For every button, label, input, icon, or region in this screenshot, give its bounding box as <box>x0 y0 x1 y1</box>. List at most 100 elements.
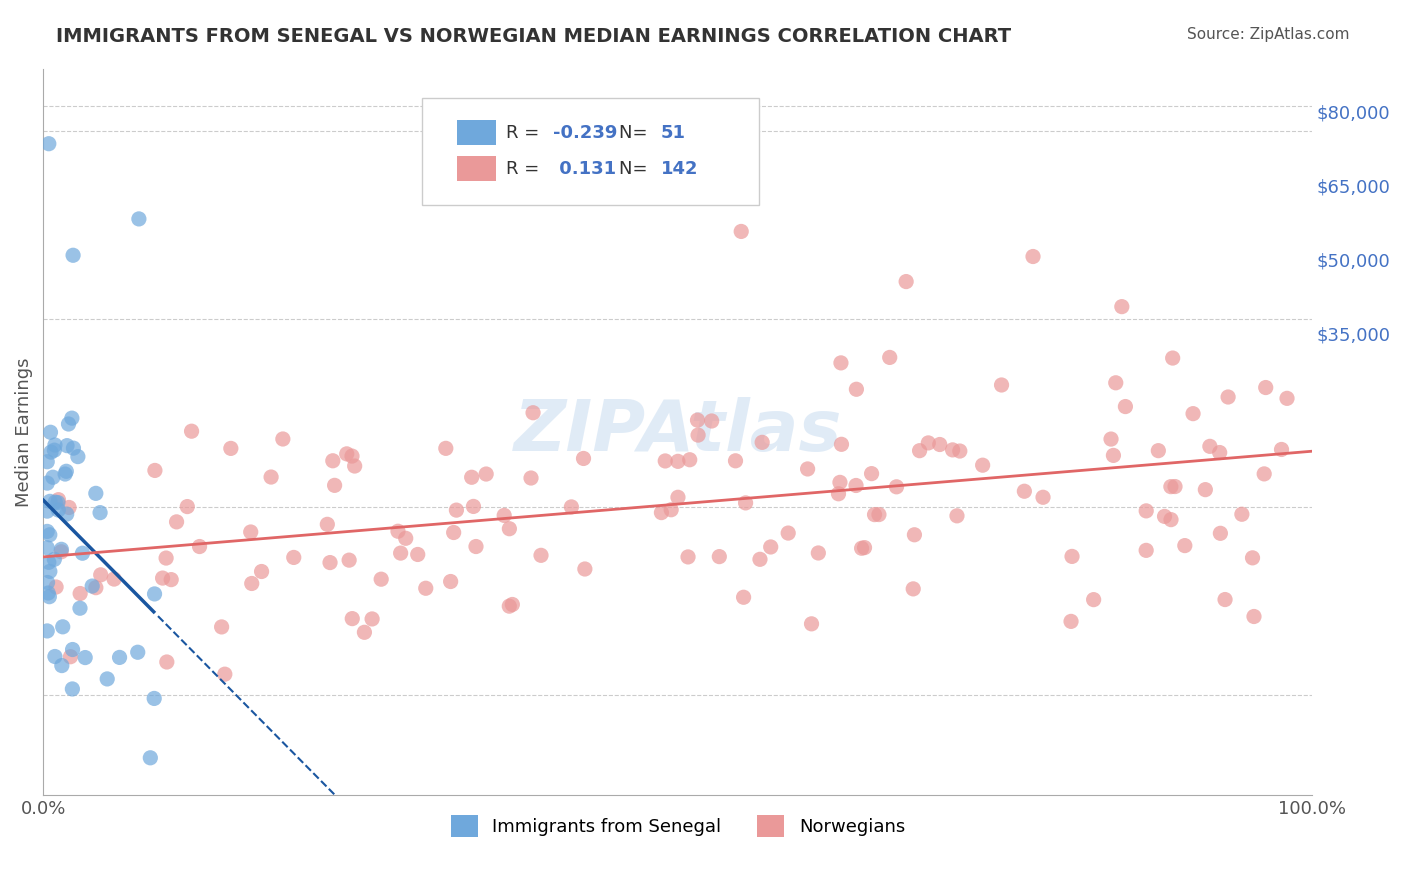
Norwegians <box>946 508 969 523</box>
Norwegians <box>316 517 339 532</box>
Norwegians <box>498 599 520 614</box>
Norwegians <box>1164 479 1187 493</box>
Norwegians <box>69 586 91 600</box>
Norwegians <box>323 478 346 492</box>
Immigrants from Senegal <box>46 495 69 509</box>
Norwegians <box>1208 445 1230 459</box>
Immigrants from Senegal <box>58 417 80 431</box>
Immigrants from Senegal <box>44 552 66 566</box>
Norwegians <box>1194 483 1216 497</box>
Norwegians <box>1060 615 1083 629</box>
Norwegians <box>465 540 488 554</box>
Norwegians <box>1160 480 1182 494</box>
Norwegians <box>415 581 437 595</box>
Norwegians <box>894 275 917 289</box>
Norwegians <box>353 625 375 640</box>
Norwegians <box>949 444 972 458</box>
Text: 142: 142 <box>661 160 699 178</box>
Immigrants from Senegal <box>69 601 91 615</box>
Norwegians <box>370 572 392 586</box>
Immigrants from Senegal <box>38 494 60 508</box>
Norwegians <box>560 500 582 514</box>
Text: N=: N= <box>619 160 652 178</box>
Norwegians <box>572 451 595 466</box>
Immigrants from Senegal <box>72 546 94 560</box>
Norwegians <box>1241 550 1264 565</box>
Norwegians <box>830 356 852 370</box>
Norwegians <box>928 437 950 451</box>
Norwegians <box>1060 549 1083 564</box>
Immigrants from Senegal <box>75 650 97 665</box>
Norwegians <box>103 572 125 586</box>
Immigrants from Senegal <box>39 445 62 459</box>
Norwegians <box>48 492 70 507</box>
Immigrants from Senegal <box>143 587 166 601</box>
Norwegians <box>1243 609 1265 624</box>
Immigrants from Senegal <box>37 504 59 518</box>
Immigrants from Senegal <box>60 681 83 696</box>
Norwegians <box>1022 250 1045 264</box>
Norwegians <box>58 500 80 515</box>
Norwegians <box>1014 484 1036 499</box>
Text: Source: ZipAtlas.com: Source: ZipAtlas.com <box>1187 27 1350 42</box>
Norwegians <box>1032 490 1054 504</box>
Norwegians <box>679 452 702 467</box>
Norwegians <box>1099 432 1122 446</box>
Norwegians <box>759 540 782 554</box>
Norwegians <box>498 522 520 536</box>
Norwegians <box>688 428 710 442</box>
Immigrants from Senegal <box>51 658 73 673</box>
Norwegians <box>90 567 112 582</box>
Norwegians <box>1135 543 1157 558</box>
Norwegians <box>319 556 342 570</box>
Norwegians <box>463 500 485 514</box>
Immigrants from Senegal <box>66 450 89 464</box>
Norwegians <box>851 541 873 556</box>
Norwegians <box>1254 380 1277 394</box>
Norwegians <box>443 525 465 540</box>
Immigrants from Senegal <box>39 425 62 440</box>
Immigrants from Senegal <box>128 211 150 226</box>
Norwegians <box>211 620 233 634</box>
Y-axis label: Median Earnings: Median Earnings <box>15 357 32 507</box>
Norwegians <box>180 424 202 438</box>
Immigrants from Senegal <box>143 691 166 706</box>
Norwegians <box>845 478 868 492</box>
Legend: Immigrants from Senegal, Norwegians: Immigrants from Senegal, Norwegians <box>443 808 912 845</box>
Norwegians <box>666 454 689 468</box>
Norwegians <box>271 432 294 446</box>
Norwegians <box>827 487 849 501</box>
Norwegians <box>972 458 994 473</box>
Norwegians <box>1174 539 1197 553</box>
Norwegians <box>863 508 886 522</box>
Immigrants from Senegal <box>38 590 60 604</box>
Norwegians <box>990 378 1012 392</box>
Immigrants from Senegal <box>38 136 60 151</box>
Text: R =: R = <box>506 160 546 178</box>
Norwegians <box>828 475 851 490</box>
Immigrants from Senegal <box>44 649 66 664</box>
Norwegians <box>434 442 457 456</box>
Immigrants from Senegal <box>42 470 65 484</box>
Norwegians <box>460 470 482 484</box>
Norwegians <box>666 490 689 504</box>
Norwegians <box>749 552 772 566</box>
Norwegians <box>45 580 67 594</box>
Immigrants from Senegal <box>37 455 59 469</box>
Norwegians <box>1182 407 1205 421</box>
Norwegians <box>650 506 672 520</box>
Immigrants from Senegal <box>127 645 149 659</box>
Norwegians <box>734 496 756 510</box>
Norwegians <box>59 649 82 664</box>
Norwegians <box>501 598 523 612</box>
Norwegians <box>283 550 305 565</box>
Norwegians <box>1253 467 1275 481</box>
Norwegians <box>1275 392 1298 406</box>
Immigrants from Senegal <box>55 464 77 478</box>
Norwegians <box>733 591 755 605</box>
Norwegians <box>84 581 107 595</box>
Norwegians <box>1270 442 1292 457</box>
Norwegians <box>654 454 676 468</box>
Immigrants from Senegal <box>37 575 59 590</box>
Immigrants from Senegal <box>38 528 60 542</box>
